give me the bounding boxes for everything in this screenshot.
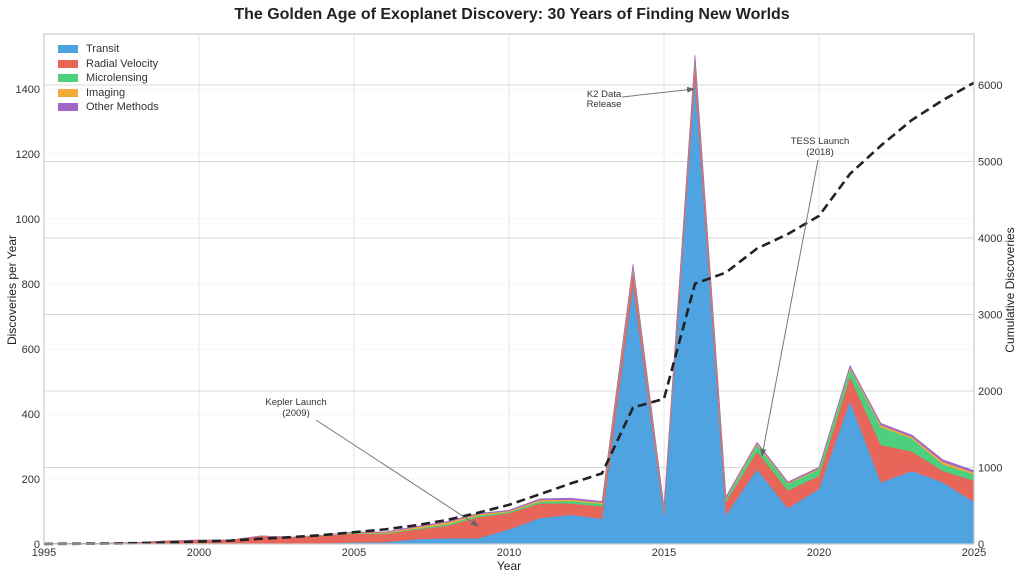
annotation-kepler-year: (2009)	[282, 408, 309, 419]
annotation-tess-year: (2018)	[806, 147, 833, 158]
annotation-kepler: Kepler Launch	[265, 397, 326, 408]
x-tick-label: 2025	[962, 547, 986, 559]
legend-swatch	[58, 88, 78, 97]
y2-axis-label: Cumulative Discoveries	[1003, 227, 1017, 352]
annotation-tess: TESS Launch	[791, 136, 850, 147]
y-tick-label: 1400	[16, 84, 40, 96]
x-tick-label: 2000	[187, 547, 211, 559]
y-tick-label: 200	[22, 474, 40, 486]
y2-tick-label: 5000	[978, 157, 1002, 169]
legend-swatch	[58, 74, 78, 83]
legend-swatch	[58, 103, 78, 112]
legend-item-microlensing: Microlensing	[58, 71, 159, 86]
cumulative-line	[43, 81, 975, 546]
legend-swatch	[58, 59, 78, 68]
legend-item-transit: Transit	[58, 42, 159, 57]
x-tick-label: 1995	[32, 547, 56, 559]
x-tick-label: 2015	[652, 547, 676, 559]
y-tick-label: 1000	[16, 214, 40, 226]
y-tick-label: 400	[22, 409, 40, 421]
axes-frame	[43, 33, 975, 545]
axis-ticks: 1995 2000 2005 2010 2015 2020 2025020040060080…	[16, 80, 1003, 559]
legend-item-imaging: Imaging	[58, 86, 159, 101]
y2-tick-label: 6000	[978, 80, 1002, 92]
legend-swatch	[58, 45, 78, 54]
x-tick-label: 2020	[807, 547, 831, 559]
chart-title: The Golden Age of Exoplanet Discovery: 3…	[234, 6, 790, 23]
legend: Transit Radial Velocity Microlensing Ima…	[58, 42, 159, 115]
grid-lines	[43, 34, 975, 545]
y2-tick-label: 4000	[978, 233, 1002, 245]
y2-tick-label: 2000	[978, 386, 1002, 398]
annotation-k2: K2 Data	[587, 89, 622, 100]
y-tick-label: 0	[34, 539, 40, 551]
x-tick-label: 2010	[497, 547, 521, 559]
y-axis-label: Discoveries per Year	[5, 235, 19, 345]
x-tick-label: 2005	[342, 547, 366, 559]
y-tick-label: 1200	[16, 149, 40, 161]
legend-item-radial-velocity: Radial Velocity	[58, 57, 159, 72]
y2-tick-label: 0	[978, 539, 984, 551]
legend-item-other-methods: Other Methods	[58, 100, 159, 115]
y2-tick-label: 3000	[978, 310, 1002, 322]
x-axis-label: Year	[497, 559, 521, 573]
y-tick-label: 600	[22, 344, 40, 356]
cumulative-line-path	[43, 81, 975, 546]
annotation-k2-release: Release	[587, 99, 622, 110]
y-tick-label: 800	[22, 279, 40, 291]
y2-tick-label: 1000	[978, 463, 1002, 475]
